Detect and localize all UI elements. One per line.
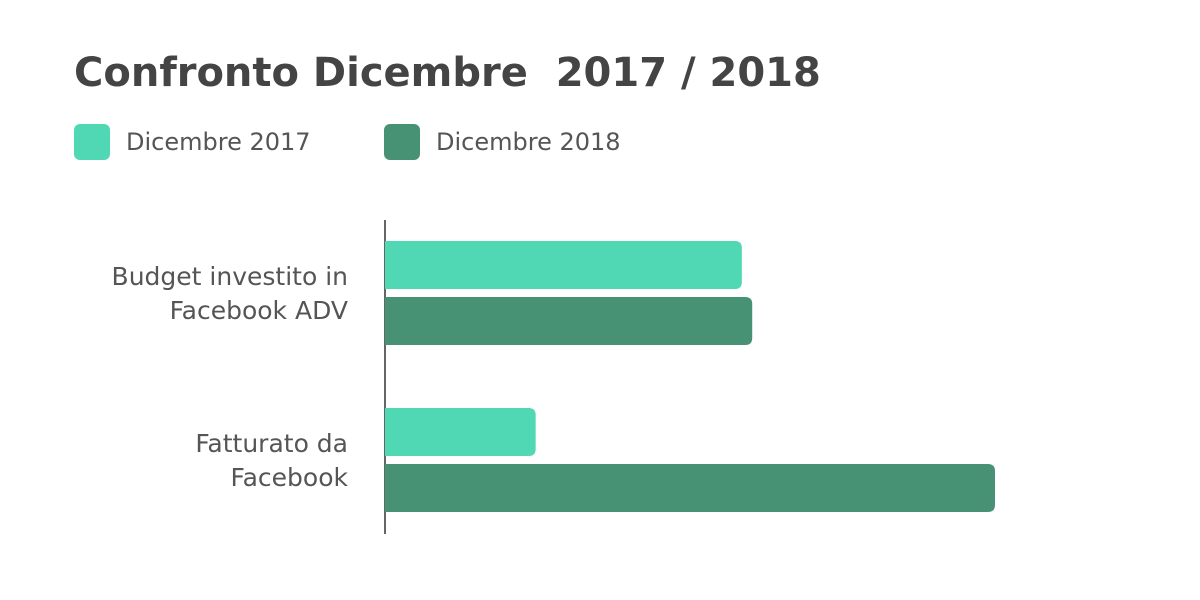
bars-group bbox=[385, 241, 995, 512]
bar-budget-2018 bbox=[385, 297, 753, 345]
category-label-budget-line-2: Facebook ADV bbox=[170, 296, 348, 325]
legend-label-2018: Dicembre 2018 bbox=[436, 128, 621, 156]
legend-swatch-2017 bbox=[74, 124, 110, 160]
bar-budget-2017 bbox=[385, 241, 742, 289]
category-label-budget-line-1: Budget investito in bbox=[112, 262, 348, 291]
category-label-budget: Budget investito in Facebook ADV bbox=[112, 262, 348, 325]
category-labels-group: Budget investito in Facebook ADV Fatturato… bbox=[112, 262, 349, 492]
category-label-fatturato-line-1: Fatturato da bbox=[195, 429, 348, 458]
legend-label-2017: Dicembre 2017 bbox=[126, 128, 311, 156]
category-label-fatturato: Fatturato da Facebook bbox=[195, 429, 348, 492]
bar-fatturato-2018 bbox=[385, 464, 995, 512]
chart-title: Confronto Dicembre 2017 / 2018 bbox=[74, 50, 821, 96]
bar-fatturato-2017 bbox=[385, 408, 536, 456]
category-label-fatturato-line-2: Facebook bbox=[231, 463, 349, 492]
legend-swatch-2018 bbox=[384, 124, 420, 160]
